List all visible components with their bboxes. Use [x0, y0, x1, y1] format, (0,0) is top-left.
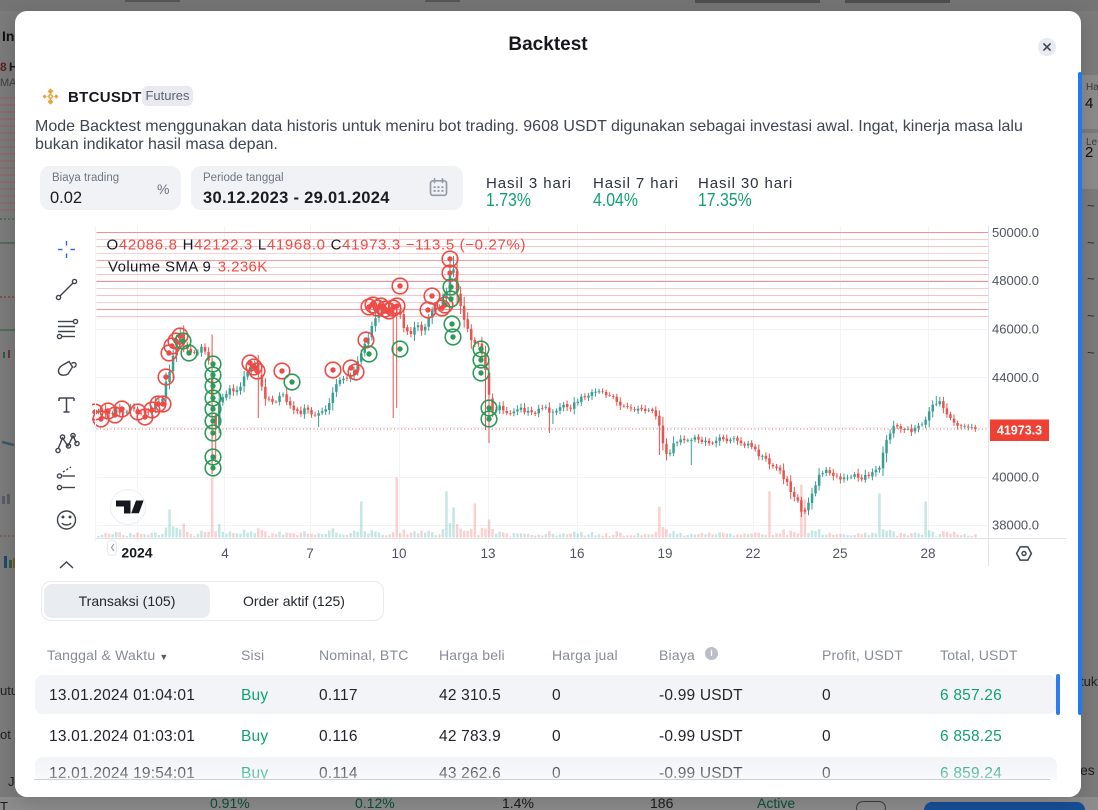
svg-text:Volume SMA 9 3.236K: Volume SMA 9 3.236K: [108, 259, 268, 276]
svg-text:19: 19: [657, 546, 672, 561]
svg-text:22: 22: [745, 546, 760, 561]
svg-text:50000.0: 50000.0: [992, 225, 1039, 240]
svg-text:4: 4: [221, 546, 229, 561]
svg-text:41973.3: 41973.3: [997, 424, 1042, 438]
svg-text:38000.0: 38000.0: [992, 518, 1039, 533]
svg-text:48000.0: 48000.0: [992, 273, 1039, 288]
svg-text:40000.0: 40000.0: [992, 470, 1039, 485]
svg-text:44000.0: 44000.0: [992, 370, 1039, 385]
svg-text:46000.0: 46000.0: [992, 322, 1039, 337]
svg-text:7: 7: [306, 546, 314, 561]
svg-text:25: 25: [832, 546, 847, 561]
svg-text:2024: 2024: [121, 545, 152, 561]
svg-text:10: 10: [391, 546, 406, 561]
svg-text:28: 28: [920, 546, 935, 561]
svg-text:16: 16: [569, 546, 584, 561]
svg-text:13: 13: [480, 546, 495, 561]
